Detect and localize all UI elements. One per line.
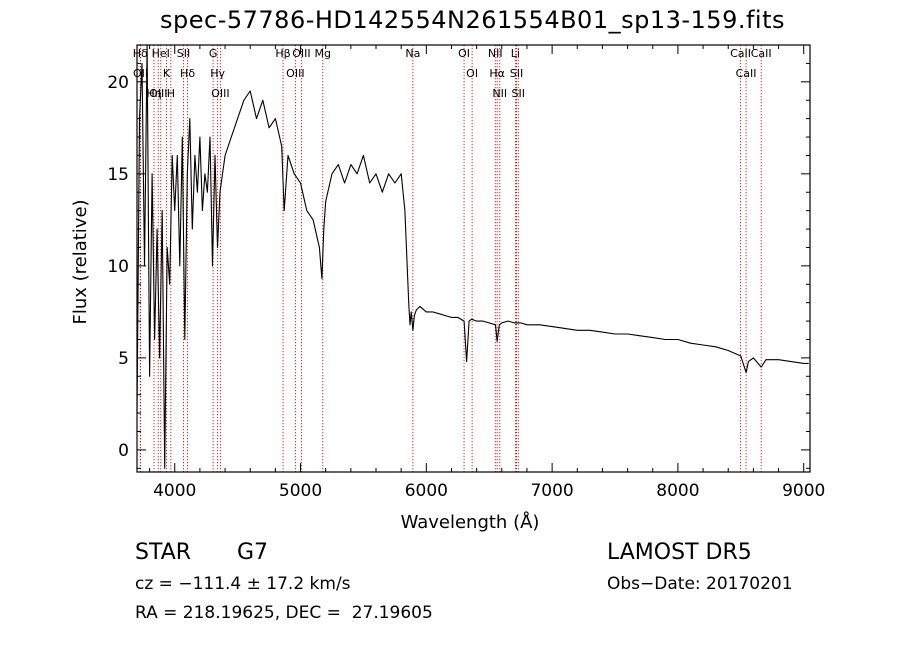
line-label: Hδ bbox=[180, 67, 195, 80]
x-tick-label: 7000 bbox=[530, 481, 573, 501]
line-label: HeI bbox=[152, 47, 170, 60]
line-label: SII bbox=[177, 47, 190, 60]
y-tick-label: 5 bbox=[118, 349, 129, 369]
obs-date: Obs−Date: 20170201 bbox=[607, 574, 793, 594]
y-tick-label: 0 bbox=[118, 441, 129, 461]
line-label: NII bbox=[492, 87, 507, 100]
y-tick-label: 15 bbox=[107, 165, 129, 185]
x-tick-label: 9000 bbox=[782, 481, 825, 501]
line-label: NII bbox=[488, 47, 503, 60]
emission-line-markers bbox=[139, 45, 762, 472]
x-axis-label: Wavelength (Å) bbox=[401, 511, 540, 533]
line-label: SII bbox=[510, 67, 523, 80]
line-label: Hδ bbox=[133, 47, 148, 60]
line-label: Li bbox=[511, 47, 520, 60]
y-axis-label: Flux (relative) bbox=[70, 199, 91, 324]
line-label: Na bbox=[405, 47, 420, 60]
spectrum-series bbox=[136, 44, 809, 469]
subclass: G7 bbox=[237, 540, 269, 565]
line-label: OIII bbox=[292, 47, 310, 60]
line-label: OIII bbox=[149, 87, 167, 100]
line-label: CaII bbox=[736, 67, 757, 80]
line-label: OIII bbox=[211, 87, 229, 100]
y-tick-label: 10 bbox=[107, 257, 129, 277]
x-tick-label: 5000 bbox=[279, 481, 322, 501]
x-tick-label: 8000 bbox=[656, 481, 699, 501]
velocity: cz = −111.4 ± 17.2 km/s bbox=[135, 574, 351, 594]
line-label: K bbox=[163, 67, 171, 80]
axis-ticks: 4000 5000 6000 7000 8000 9000 0 5 10 15 20 bbox=[107, 45, 825, 501]
line-label: OII bbox=[133, 67, 148, 80]
line-label: H bbox=[167, 87, 175, 100]
x-tick-label: 4000 bbox=[153, 481, 196, 501]
line-label: SII bbox=[512, 87, 525, 100]
line-label: Hη bbox=[146, 87, 161, 100]
spectrum-line bbox=[136, 44, 809, 469]
object-class: STAR bbox=[135, 540, 192, 565]
x-tick-label: 6000 bbox=[405, 481, 448, 501]
line-label: Hβ bbox=[275, 47, 290, 60]
chart-title: spec-57786-HD142554N261554B01_sp13-159.f… bbox=[160, 6, 785, 34]
line-label: Mg bbox=[315, 47, 331, 60]
line-label: CaII bbox=[730, 47, 751, 60]
line-label: Hγ bbox=[210, 67, 225, 80]
y-tick-label: 20 bbox=[107, 73, 129, 93]
line-label: G bbox=[209, 47, 218, 60]
line-label: OIII bbox=[286, 67, 304, 80]
survey-name: LAMOST DR5 bbox=[607, 540, 752, 565]
plot-frame bbox=[136, 44, 811, 473]
line-label: CaII bbox=[751, 47, 772, 60]
line-label: Hα bbox=[489, 67, 505, 80]
line-label: OI bbox=[466, 67, 478, 80]
coordinates: RA = 218.19625, DEC = 27.19605 bbox=[135, 603, 433, 623]
line-label: OI bbox=[458, 47, 470, 60]
